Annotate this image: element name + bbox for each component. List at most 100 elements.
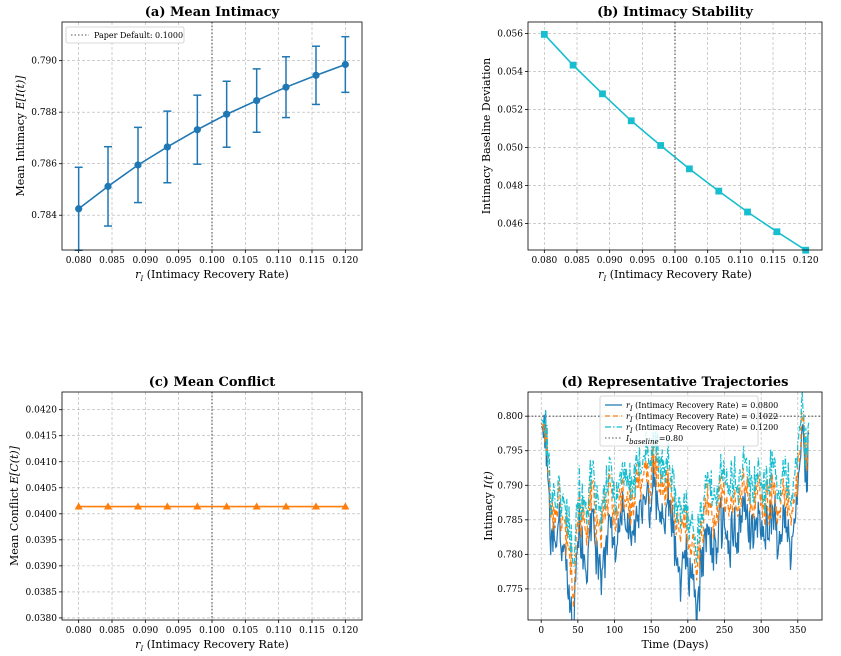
y-tick-label: 0.0380	[26, 614, 58, 624]
legend: Paper Default: 0.1000	[65, 26, 185, 44]
x-tick-label: 0.115	[760, 256, 786, 266]
y-axis-label: Intimacy I(t)	[482, 471, 495, 541]
y-tick-label: 0.785	[497, 516, 523, 526]
x-axis-label: rI (Intimacy Recovery Rate)	[598, 268, 752, 283]
x-tick-label: 0.105	[695, 256, 721, 266]
y-axis-label: Intimacy Baseline Deviation	[480, 58, 493, 214]
y-tick-label: 0.0415	[26, 432, 58, 442]
axes-frame	[61, 391, 363, 621]
y-axis-label: Mean Conflict E[C(t)]	[8, 445, 21, 566]
data-point	[540, 30, 548, 38]
x-tick-label: 0.095	[166, 626, 192, 636]
data-point	[341, 60, 349, 69]
x-axis-label: rI (Intimacy Recovery Rate)	[135, 638, 289, 653]
data-point	[134, 161, 142, 169]
data-point	[75, 205, 83, 213]
data-point	[104, 182, 112, 190]
y-tick-label: 0.050	[497, 143, 523, 153]
data-point	[134, 502, 142, 510]
x-tick-label: 0.120	[793, 256, 819, 266]
x-axis-label: rI (Intimacy Recovery Rate)	[135, 268, 289, 283]
x-tick-label: 300	[753, 626, 770, 636]
y-tick-label: 0.788	[31, 108, 57, 118]
x-tick-label: 50	[572, 626, 584, 636]
x-tick-label: 0.085	[564, 256, 590, 266]
x-tick-label: 0.095	[166, 256, 192, 266]
panel-c: 0.080 0.085 0.090 0.095 0.100 0.105 0.110 0.115…	[8, 375, 363, 653]
data-point	[252, 502, 261, 510]
y-tick-label: 0.0410	[26, 458, 58, 468]
x-tick-label: 0.080	[66, 626, 92, 636]
axes-frame	[527, 391, 823, 621]
legend-label: Paper Default: 0.1000	[94, 31, 183, 40]
legend-label: Ibaseline=0.80	[625, 434, 683, 446]
y-tick-label: 0.0405	[26, 484, 58, 494]
y-tick-label: 0.795	[497, 447, 523, 457]
y-tick-label: 0.048	[497, 181, 523, 191]
data-point	[104, 502, 112, 510]
panel-d: 0 50 100 150 200 250 300 350 0.775 0.780 0.785 0.79…	[482, 375, 823, 651]
y-tick-label: 0.784	[31, 211, 57, 221]
x-tick-label: 0	[538, 626, 544, 636]
data-point	[282, 502, 290, 510]
y-tick-label: 0.775	[497, 585, 523, 595]
panel-b: 0.080 0.085 0.090 0.095 0.100 0.105 0.110 0.115…	[480, 5, 823, 283]
data-point	[341, 502, 350, 510]
y-tick-label: 0.786	[31, 160, 57, 170]
chart-title: (c) Mean Conflict	[149, 375, 276, 390]
x-tick-label: 0.100	[199, 626, 225, 636]
y-tick-label: 0.800	[497, 412, 523, 422]
x-tick-label: 350	[789, 626, 806, 636]
y-tick-label: 0.056	[497, 29, 523, 39]
x-tick-label: 100	[606, 626, 623, 636]
y-tick-label: 0.0385	[26, 588, 58, 598]
x-tick-label: 0.115	[299, 626, 325, 636]
legend-box	[65, 26, 185, 44]
trajectory-line	[540, 410, 810, 608]
x-tick-label: 0.090	[597, 256, 623, 266]
y-tick-label: 0.046	[497, 219, 523, 229]
y-tick-label: 0.054	[497, 67, 523, 77]
axes-frame	[527, 21, 823, 251]
x-tick-label: 0.085	[99, 256, 125, 266]
y-tick-label: 0.0395	[26, 536, 58, 546]
x-tick-label: 0.105	[232, 626, 258, 636]
x-tick-label: 0.110	[727, 256, 753, 266]
x-tick-label: 0.090	[132, 626, 158, 636]
x-tick-label: 0.110	[266, 626, 292, 636]
data-point	[657, 142, 665, 149]
axes-frame	[61, 21, 363, 251]
x-tick-label: 0.115	[299, 256, 325, 266]
trajectory-line	[540, 392, 810, 567]
series-line	[543, 33, 807, 251]
chart-title: (a) Mean Intimacy	[145, 5, 280, 20]
x-tick-label: 200	[679, 626, 696, 636]
y-axis-label: Mean Intimacy E[I(t)]	[14, 75, 27, 197]
data-point	[685, 165, 693, 173]
legend-box	[599, 395, 759, 447]
panel-a: 0.080 0.085 0.090 0.095 0.100 0.105 0.110 0.115…	[14, 5, 363, 283]
x-tick-label: 250	[716, 626, 733, 636]
legend-label: rI (Intimacy Recovery Rate) = 0.1022	[626, 412, 778, 424]
data-point	[193, 126, 201, 134]
y-tick-label: 0.0420	[26, 406, 58, 416]
x-axis-label: Time (Days)	[641, 638, 708, 651]
data-point	[312, 71, 320, 79]
data-point	[627, 117, 635, 125]
data-point	[715, 187, 723, 195]
x-tick-label: 0.080	[66, 256, 92, 266]
data-point	[163, 143, 171, 151]
x-tick-label: 150	[643, 626, 660, 636]
data-point	[222, 502, 231, 510]
trajectory-line	[540, 410, 810, 620]
x-tick-label: 0.110	[266, 256, 292, 266]
chart-title: (d) Representative Trajectories	[562, 375, 789, 390]
data-point	[193, 502, 202, 510]
data-point	[163, 502, 172, 510]
data-point	[599, 90, 606, 98]
x-tick-label: 0.120	[332, 626, 358, 636]
data-point	[744, 208, 751, 216]
y-tick-label: 0.780	[497, 550, 523, 560]
